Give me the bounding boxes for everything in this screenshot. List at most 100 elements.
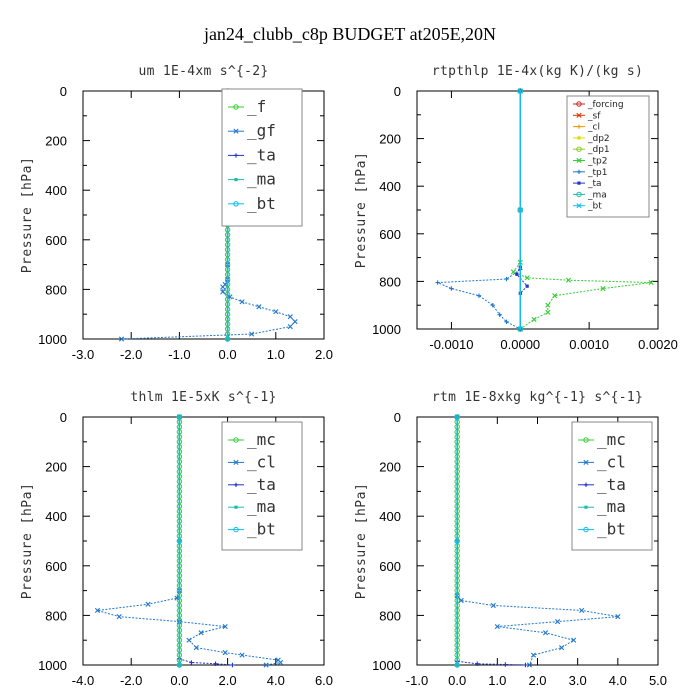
- y-axis-label: Pressure [hPa]: [354, 483, 369, 600]
- data-point: [475, 661, 480, 666]
- data-point: [222, 623, 228, 630]
- y-tick-label: 1000: [372, 322, 401, 337]
- y-tick-label: 1000: [38, 658, 67, 673]
- data-point: [490, 303, 495, 308]
- series-bt: [176, 414, 183, 668]
- legend-label: _sf: [587, 111, 601, 121]
- data-point: [145, 601, 151, 607]
- legend-marker: [233, 128, 239, 134]
- y-tick-label: 400: [379, 509, 401, 524]
- data-point: [454, 538, 460, 544]
- y-tick-label: 1000: [38, 332, 67, 347]
- data-point: [454, 414, 460, 420]
- y-tick-label: 0: [60, 410, 67, 425]
- data-point: [525, 284, 529, 288]
- legend-marker: [583, 526, 589, 533]
- legend: _f _gf _ta _ma _bt: [221, 88, 303, 227]
- legend-marker: [576, 146, 582, 152]
- data-point: [523, 662, 528, 668]
- legend-label: _ma: [587, 190, 607, 200]
- y-tick-label: 800: [45, 608, 67, 623]
- data-point: [571, 637, 577, 643]
- x-tick-label: 5.0: [649, 673, 667, 688]
- y-axis-label: Pressure [hPa]: [20, 483, 35, 600]
- x-tick-label: 4.0: [609, 673, 627, 688]
- data-point: [517, 88, 523, 94]
- data-point: [517, 207, 523, 213]
- x-tick-label: -1.0: [168, 347, 190, 362]
- data-point: [198, 630, 204, 636]
- x-tick-label: 2.0: [315, 347, 333, 362]
- data-point: [118, 336, 125, 342]
- data-point: [504, 276, 509, 282]
- y-tick-label: 400: [379, 179, 401, 194]
- x-tick-label: 3.0: [569, 673, 587, 688]
- data-point: [239, 652, 245, 658]
- legend-label: _cl: [587, 123, 600, 133]
- panel-3: thlm 1E-5xK s^{-1} Pressure [hPa] 0 200 400 6…: [20, 390, 333, 688]
- data-point: [189, 660, 194, 665]
- data-point: [476, 293, 482, 298]
- data-point: [94, 607, 101, 614]
- x-tick-label: 4.0: [267, 673, 285, 688]
- data-point: [278, 659, 284, 666]
- legend-label: _dp2: [587, 134, 610, 144]
- legend-box: [221, 88, 303, 227]
- legend-marker: [576, 169, 582, 174]
- legend-marker: [233, 104, 239, 110]
- legend-marker: [233, 201, 239, 207]
- legend-box: [221, 421, 303, 551]
- x-tick-label: -2.0: [120, 673, 142, 688]
- y-tick-label: 600: [45, 559, 67, 574]
- legend-label: _ta: [597, 475, 626, 494]
- legend-label: _tp2: [587, 157, 607, 167]
- y-tick-label: 200: [379, 132, 401, 147]
- legend-label: _bt: [247, 194, 276, 213]
- x-tick-label: 0.0: [219, 347, 237, 362]
- legend-label: _cl: [247, 452, 276, 471]
- legend-label: _mc: [247, 430, 276, 449]
- data-point: [176, 414, 183, 420]
- y-tick-label: 600: [379, 227, 401, 242]
- legend-marker: [583, 437, 589, 443]
- x-tick-label: 0.0010: [569, 337, 609, 352]
- data-point: [273, 309, 279, 315]
- data-point: [503, 662, 508, 667]
- legend-label: _ma: [247, 497, 276, 516]
- x-tick-label: 0.0000: [500, 337, 540, 352]
- x-tick-label: -0.0010: [429, 337, 473, 352]
- figure-title: jan24_clubb_c8p BUDGET at205E,20N: [203, 24, 496, 44]
- x-tick-label: 0.0: [170, 673, 188, 688]
- x-tick-label: -1.0: [406, 673, 428, 688]
- data-point: [504, 319, 509, 325]
- data-point: [497, 312, 502, 317]
- legend-marker: [584, 505, 588, 509]
- legend: _mc _cl _ta _ma _bt: [221, 421, 303, 551]
- data-point: [458, 597, 464, 604]
- y-tick-label: 200: [379, 460, 401, 475]
- data-point: [220, 284, 226, 290]
- y-tick-label: 600: [379, 559, 401, 574]
- data-point: [213, 661, 218, 666]
- y-tick-label: 1000: [372, 658, 401, 673]
- legend-label: _bt: [587, 202, 602, 212]
- series-line: [97, 417, 282, 666]
- data-point: [256, 304, 262, 310]
- data-point: [526, 662, 533, 668]
- series-bt: [517, 88, 523, 332]
- data-point: [494, 623, 500, 630]
- data-point: [510, 269, 516, 275]
- legend-marker: [233, 482, 239, 487]
- panel-title: rtm 1E-8xkg kg^{-1} s^{-1}: [432, 390, 643, 405]
- y-tick-label: 0: [60, 84, 67, 99]
- data-point: [176, 662, 183, 668]
- legend-label: _ta: [587, 179, 602, 189]
- data-point: [435, 280, 440, 285]
- legend-marker: [577, 136, 581, 140]
- x-tick-label: 6.0: [315, 673, 333, 688]
- x-tick-label: -4.0: [72, 673, 94, 688]
- data-point: [515, 272, 519, 276]
- data-point: [530, 652, 537, 658]
- legend-label: _ma: [597, 497, 626, 516]
- legend-box: [566, 95, 650, 218]
